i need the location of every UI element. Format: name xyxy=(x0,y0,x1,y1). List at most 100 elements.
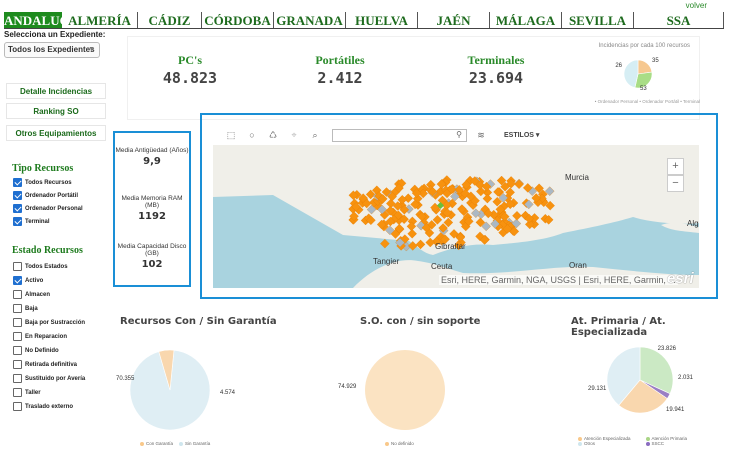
checkbox[interactable] xyxy=(13,388,22,397)
resource-marker[interactable] xyxy=(523,183,533,193)
legend-item[interactable]: Otros xyxy=(578,441,642,446)
resource-marker[interactable] xyxy=(432,215,443,225)
checkbox[interactable] xyxy=(13,204,22,213)
resource-marker[interactable] xyxy=(476,186,486,197)
zoom-to-icon[interactable]: ⌕ xyxy=(312,129,318,140)
pie-slice[interactable] xyxy=(639,346,674,395)
checkbox[interactable] xyxy=(13,332,22,341)
ranking-so-button[interactable]: Ranking SO xyxy=(6,103,106,119)
checkbox-estado_recursos-item[interactable]: Baja xyxy=(13,303,38,314)
checkbox-estado_recursos-item[interactable]: En Reparacion xyxy=(13,331,67,342)
resource-marker[interactable] xyxy=(481,221,491,232)
resource-marker[interactable] xyxy=(380,238,390,249)
resource-marker[interactable] xyxy=(394,183,404,193)
pie-slice[interactable] xyxy=(129,349,211,431)
tab-huelva[interactable]: HUELVA xyxy=(346,12,418,28)
tab-sevilla[interactable]: SEVILLA xyxy=(562,12,634,28)
legend-item[interactable]: SSCC xyxy=(645,441,699,446)
resource-marker[interactable] xyxy=(524,213,534,224)
resource-marker[interactable] xyxy=(492,196,502,207)
resource-marker[interactable] xyxy=(502,224,513,234)
resource-marker[interactable] xyxy=(499,211,510,222)
resource-marker[interactable] xyxy=(411,188,422,198)
checkbox[interactable] xyxy=(13,178,22,187)
checkbox[interactable] xyxy=(13,318,22,327)
checkbox[interactable] xyxy=(13,374,22,383)
otros-equipamientos-button[interactable]: Otros Equipamientos xyxy=(6,125,106,141)
resource-marker[interactable] xyxy=(466,191,476,201)
resource-marker[interactable] xyxy=(457,204,467,214)
legend-item[interactable]: Atención Primaria xyxy=(645,436,699,441)
resource-marker[interactable] xyxy=(461,179,472,190)
resource-marker[interactable] xyxy=(509,226,520,237)
resource-marker[interactable] xyxy=(417,211,427,222)
resource-marker[interactable] xyxy=(365,189,376,200)
resource-marker[interactable] xyxy=(410,199,420,210)
resource-marker[interactable] xyxy=(421,222,432,233)
resource-marker[interactable] xyxy=(498,193,509,203)
checkbox-tipo_recursos-item[interactable]: Terminal xyxy=(13,216,50,227)
legend-item[interactable]: Con Garantía xyxy=(140,441,173,446)
resource-marker[interactable] xyxy=(385,225,395,236)
resource-marker[interactable] xyxy=(385,206,395,216)
select-lasso-icon[interactable]: ♺ xyxy=(268,129,278,140)
tab-málaga[interactable]: MÁLAGA xyxy=(490,12,562,28)
resource-marker[interactable] xyxy=(443,217,454,228)
pie-slice[interactable] xyxy=(158,349,175,391)
zoom-out-button[interactable]: − xyxy=(667,175,684,192)
map-view[interactable]: Murcia Tangier Ceuta Gibraltar Oran Alg … xyxy=(213,125,699,288)
resource-marker[interactable] xyxy=(397,195,408,205)
volver-link[interactable]: volver xyxy=(685,1,707,10)
resource-marker[interactable] xyxy=(377,204,387,215)
tab-ssa[interactable]: SSA xyxy=(634,12,724,28)
resource-marker[interactable] xyxy=(399,204,410,215)
resource-marker[interactable] xyxy=(349,211,359,221)
checkbox-estado_recursos-item[interactable]: Almacen xyxy=(13,289,50,300)
resource-marker[interactable] xyxy=(500,181,510,192)
estilos-dropdown[interactable]: ESTILOS ▾ xyxy=(504,132,540,139)
resource-marker[interactable] xyxy=(418,188,428,199)
checkbox-estado_recursos-item[interactable]: Taller xyxy=(13,387,41,398)
resource-marker[interactable] xyxy=(351,202,361,212)
checkbox-tipo_recursos-item[interactable]: Ordenador Personal xyxy=(13,203,83,214)
tab-córdoba[interactable]: CÓRDOBA xyxy=(202,12,274,28)
resource-marker[interactable] xyxy=(511,218,522,229)
pie-slice[interactable] xyxy=(365,350,445,430)
checkbox[interactable] xyxy=(13,262,22,271)
zoom-in-button[interactable]: + xyxy=(667,158,684,175)
resource-marker[interactable] xyxy=(438,223,448,233)
resource-marker[interactable] xyxy=(436,201,445,210)
pie-slice[interactable] xyxy=(634,71,653,89)
resource-marker[interactable] xyxy=(525,219,535,230)
resource-marker[interactable] xyxy=(464,216,474,227)
resource-marker[interactable] xyxy=(534,183,544,194)
checkbox-estado_recursos-item[interactable]: Baja por Sustracción xyxy=(13,317,85,328)
resource-marker[interactable] xyxy=(407,229,417,239)
legend-item[interactable]: Atención Especializada xyxy=(578,436,642,441)
checkbox[interactable] xyxy=(13,360,22,369)
resource-marker[interactable] xyxy=(493,187,503,197)
resource-marker[interactable] xyxy=(449,229,459,239)
select-rectangle-icon[interactable]: ⬚ xyxy=(226,129,236,140)
resource-marker[interactable] xyxy=(514,179,524,190)
tab-andalucía[interactable]: ANDALUCÍA xyxy=(4,12,84,28)
resource-marker[interactable] xyxy=(505,187,515,198)
checkbox-estado_recursos-item[interactable]: Sustituido por Avería xyxy=(13,373,85,384)
resource-marker[interactable] xyxy=(470,176,480,186)
checkbox[interactable] xyxy=(13,304,22,313)
checkbox-estado_recursos-item[interactable]: Traslado externo xyxy=(13,401,73,412)
resource-marker[interactable] xyxy=(543,215,554,225)
resource-marker[interactable] xyxy=(471,208,481,218)
resource-marker[interactable] xyxy=(427,186,438,197)
resource-marker[interactable] xyxy=(544,186,555,196)
resource-marker[interactable] xyxy=(436,179,447,189)
resource-marker[interactable] xyxy=(408,241,418,251)
resource-marker[interactable] xyxy=(361,198,372,209)
tab-almería[interactable]: ALMERÍA xyxy=(62,12,138,28)
resource-marker[interactable] xyxy=(381,187,392,197)
checkbox[interactable] xyxy=(13,276,22,285)
pie-slice[interactable] xyxy=(618,379,668,414)
resource-marker[interactable] xyxy=(394,223,405,234)
resource-marker[interactable] xyxy=(442,200,452,211)
resource-marker[interactable] xyxy=(482,193,493,204)
